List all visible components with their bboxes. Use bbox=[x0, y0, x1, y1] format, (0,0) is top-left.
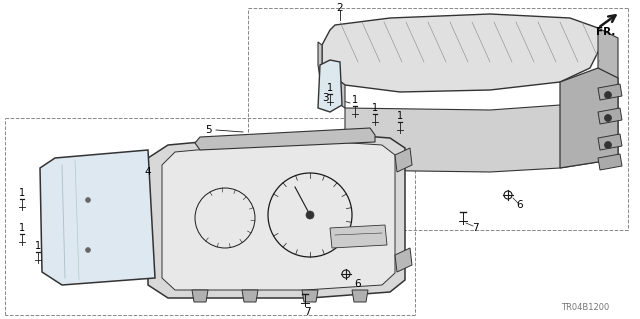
Text: 7: 7 bbox=[472, 223, 478, 233]
Text: 1: 1 bbox=[327, 83, 333, 93]
Text: 6: 6 bbox=[516, 200, 524, 210]
Polygon shape bbox=[148, 132, 405, 298]
Polygon shape bbox=[242, 290, 258, 302]
Text: 1: 1 bbox=[352, 95, 358, 105]
Circle shape bbox=[86, 197, 90, 203]
Text: TR04B1200: TR04B1200 bbox=[561, 303, 609, 313]
Text: 1: 1 bbox=[397, 111, 403, 121]
Text: 6: 6 bbox=[355, 279, 362, 289]
Polygon shape bbox=[322, 14, 600, 92]
Polygon shape bbox=[318, 42, 345, 108]
Polygon shape bbox=[302, 290, 318, 302]
Polygon shape bbox=[598, 134, 622, 150]
Polygon shape bbox=[395, 148, 412, 172]
Polygon shape bbox=[318, 60, 342, 112]
Circle shape bbox=[86, 248, 90, 253]
Polygon shape bbox=[330, 225, 387, 248]
Text: 3: 3 bbox=[322, 93, 328, 103]
Polygon shape bbox=[162, 140, 395, 290]
Text: 1: 1 bbox=[372, 103, 378, 113]
Text: 1: 1 bbox=[19, 188, 25, 198]
Polygon shape bbox=[352, 290, 368, 302]
Polygon shape bbox=[40, 150, 155, 285]
Text: 1: 1 bbox=[35, 241, 41, 251]
Text: 2: 2 bbox=[337, 3, 343, 13]
Polygon shape bbox=[598, 108, 622, 124]
Circle shape bbox=[605, 115, 611, 122]
Polygon shape bbox=[598, 154, 622, 170]
Circle shape bbox=[605, 92, 611, 99]
Polygon shape bbox=[598, 28, 618, 162]
Polygon shape bbox=[598, 84, 622, 100]
Text: 7: 7 bbox=[304, 307, 310, 317]
Polygon shape bbox=[195, 128, 375, 150]
Text: 4: 4 bbox=[145, 167, 151, 177]
Circle shape bbox=[605, 142, 611, 149]
Circle shape bbox=[306, 211, 314, 219]
Text: 1: 1 bbox=[19, 223, 25, 233]
Polygon shape bbox=[395, 248, 412, 272]
Text: FR.: FR. bbox=[596, 27, 616, 37]
Polygon shape bbox=[560, 68, 618, 168]
Text: 5: 5 bbox=[205, 125, 211, 135]
Polygon shape bbox=[345, 90, 598, 172]
Polygon shape bbox=[192, 290, 208, 302]
